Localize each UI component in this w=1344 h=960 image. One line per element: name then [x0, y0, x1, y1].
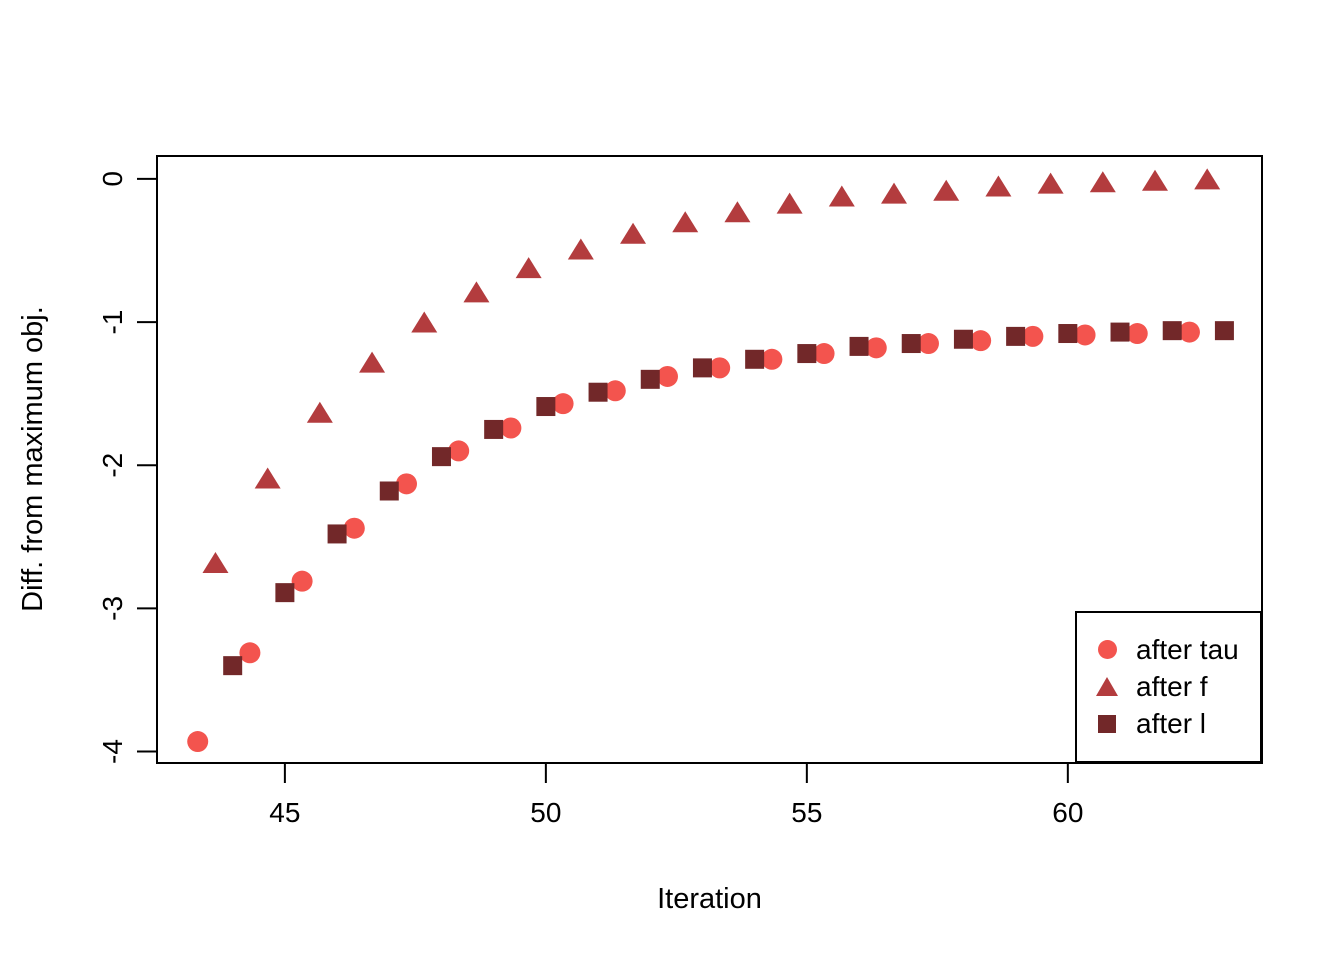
data-point-after-tau-13: [865, 337, 887, 359]
data-point-after-f-18: [1141, 169, 1168, 191]
data-point-after-l-6: [536, 397, 556, 417]
data-point-after-l-3: [379, 481, 399, 501]
data-point-after-tau-11: [761, 348, 783, 370]
data-point-after-tau-6: [500, 417, 522, 439]
legend-label-after-tau: after tau: [1136, 633, 1239, 665]
data-point-after-tau-4: [395, 473, 417, 495]
legend-item-after-l: after l: [1096, 705, 1260, 742]
data-point-after-l-5: [484, 419, 504, 439]
legend-item-after-tau: after tau: [1096, 631, 1260, 668]
data-point-after-f-9: [672, 211, 699, 233]
data-point-after-tau-15: [970, 330, 992, 352]
y-axis-tick-label: -3: [97, 596, 128, 621]
data-point-after-f-11: [776, 192, 803, 214]
data-point-after-tau-7: [552, 393, 574, 415]
data-point-after-l-2: [327, 524, 347, 544]
legend: after tau after f after l: [1075, 611, 1262, 763]
square-marker-icon: [1096, 713, 1118, 735]
data-point-after-l-14: [953, 329, 973, 349]
triangle-marker-icon: [1096, 676, 1118, 698]
data-point-after-f-5: [463, 281, 490, 303]
data-point-after-tau-18: [1126, 323, 1148, 345]
data-point-after-tau-10: [709, 357, 731, 379]
data-point-after-f-16: [1037, 172, 1064, 194]
data-point-after-l-19: [1214, 321, 1234, 341]
data-point-after-f-15: [985, 175, 1012, 197]
data-point-after-tau-2: [291, 570, 313, 592]
x-axis-title: Iteration: [657, 883, 762, 915]
y-axis-tick-label: -2: [97, 453, 128, 478]
data-point-after-tau-0: [187, 731, 209, 753]
data-point-after-l-10: [745, 349, 765, 369]
data-point-after-l-16: [1058, 324, 1078, 344]
data-point-after-l-1: [275, 583, 295, 603]
data-point-after-l-4: [431, 447, 451, 467]
data-point-after-tau-1: [239, 642, 261, 664]
data-point-after-f-10: [724, 201, 751, 223]
y-axis-tick-label: -1: [97, 310, 128, 335]
x-axis-tick-label: 45: [269, 797, 300, 828]
data-point-after-f-19: [1194, 168, 1221, 190]
data-point-after-f-6: [515, 257, 542, 279]
data-point-after-f-1: [254, 467, 281, 489]
x-axis-tick-label: 55: [791, 797, 822, 828]
data-point-after-l-18: [1162, 321, 1182, 341]
x-axis-tick-label: 60: [1052, 797, 1083, 828]
data-point-after-f-3: [359, 351, 386, 373]
data-point-after-tau-5: [448, 440, 470, 462]
data-point-after-l-0: [223, 656, 243, 676]
data-point-after-tau-12: [813, 343, 835, 365]
data-point-after-l-9: [692, 358, 712, 378]
legend-item-after-f: after f: [1096, 668, 1260, 705]
data-point-after-f-4: [411, 311, 438, 333]
data-point-after-tau-8: [604, 380, 626, 402]
y-axis-tick-label: -4: [97, 739, 128, 764]
legend-label-after-f: after f: [1136, 670, 1208, 702]
data-point-after-f-14: [933, 179, 960, 201]
data-point-after-f-12: [828, 185, 855, 207]
data-point-after-f-8: [620, 222, 647, 244]
legend-label-after-l: after l: [1136, 707, 1207, 739]
data-point-after-tau-17: [1074, 324, 1096, 346]
data-point-after-tau-9: [656, 365, 678, 387]
data-point-after-l-17: [1110, 322, 1130, 342]
data-point-after-f-2: [306, 401, 333, 423]
data-point-after-f-13: [881, 182, 908, 204]
data-point-after-f-17: [1089, 171, 1116, 193]
data-point-after-l-13: [901, 334, 921, 354]
data-point-after-l-12: [849, 336, 869, 356]
data-point-after-l-7: [588, 382, 608, 402]
circle-marker-icon: [1096, 639, 1118, 661]
data-point-after-l-11: [797, 344, 817, 364]
data-point-after-tau-19: [1178, 321, 1200, 343]
y-axis-tick-label: 0: [97, 171, 128, 187]
data-point-after-tau-16: [1022, 325, 1044, 347]
plot-border: [156, 155, 1263, 764]
data-point-after-l-8: [640, 369, 660, 389]
data-point-after-tau-14: [917, 333, 939, 355]
data-point-after-f-7: [567, 238, 594, 260]
data-point-after-f-0: [202, 552, 229, 574]
y-axis-title: Diff. from maximum obj.: [17, 306, 49, 612]
x-axis-tick-label: 50: [530, 797, 561, 828]
data-point-after-l-15: [1006, 326, 1026, 346]
data-point-after-tau-3: [343, 517, 365, 539]
